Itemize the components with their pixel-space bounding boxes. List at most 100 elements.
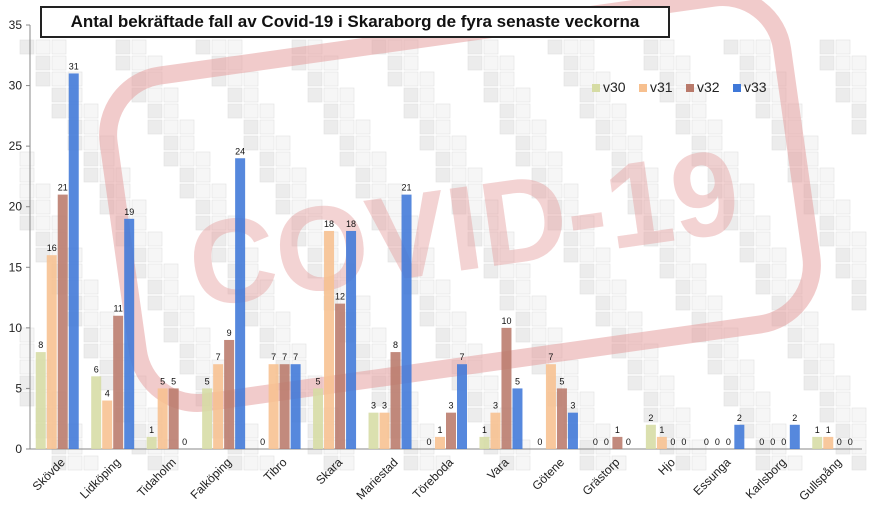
map-cell bbox=[675, 407, 691, 423]
map-cell bbox=[499, 231, 515, 247]
map-cell bbox=[387, 71, 403, 87]
data-label-v31-11: 1 bbox=[659, 425, 664, 435]
map-cell bbox=[147, 279, 163, 295]
bar-v32-2 bbox=[168, 388, 179, 449]
bar-v32-1 bbox=[113, 315, 124, 449]
map-cell bbox=[595, 71, 611, 87]
map-cell bbox=[179, 167, 195, 183]
map-cell bbox=[147, 295, 163, 311]
map-cell bbox=[595, 279, 611, 295]
map-cell bbox=[659, 199, 675, 215]
map-cell bbox=[515, 135, 531, 151]
map-cell bbox=[515, 327, 531, 343]
map-cell bbox=[563, 247, 579, 263]
map-cell bbox=[483, 55, 499, 71]
map-cell bbox=[195, 167, 211, 183]
map-cell bbox=[387, 55, 403, 71]
map-cell bbox=[195, 343, 211, 359]
map-cell bbox=[739, 71, 755, 87]
map-cell bbox=[259, 135, 275, 151]
map-cell bbox=[499, 71, 515, 87]
data-label-v30-13: 0 bbox=[759, 437, 764, 447]
y-tick-label: 10 bbox=[9, 321, 23, 335]
map-cell bbox=[691, 151, 707, 167]
map-cell bbox=[243, 87, 259, 103]
map-cell bbox=[307, 199, 323, 215]
map-cell bbox=[563, 39, 579, 55]
map-cell bbox=[835, 439, 851, 455]
category-label: Götene bbox=[529, 455, 567, 493]
map-cell bbox=[643, 39, 659, 55]
bar-v32-8 bbox=[501, 327, 512, 449]
bar-v33-13 bbox=[789, 424, 800, 449]
map-cell bbox=[35, 55, 51, 71]
legend-swatch-v30 bbox=[592, 84, 600, 92]
bar-v32-9 bbox=[556, 388, 567, 449]
map-cell bbox=[499, 55, 515, 71]
map-cell bbox=[291, 231, 307, 247]
map-cell bbox=[723, 183, 739, 199]
data-label-v31-6: 3 bbox=[382, 401, 387, 411]
map-cell bbox=[659, 423, 675, 439]
data-label-v32-2: 5 bbox=[171, 376, 176, 386]
map-cell bbox=[547, 39, 563, 55]
map-cell bbox=[451, 311, 467, 327]
map-cell bbox=[851, 263, 867, 279]
bar-v32-0 bbox=[57, 194, 68, 449]
map-cell bbox=[35, 183, 51, 199]
map-cell bbox=[467, 199, 483, 215]
bar-v32-6 bbox=[390, 352, 401, 449]
map-cell bbox=[659, 215, 675, 231]
map-cell bbox=[339, 87, 355, 103]
map-cell bbox=[707, 151, 723, 167]
map-cell bbox=[259, 151, 275, 167]
map-cell bbox=[755, 391, 771, 407]
map-cell bbox=[723, 343, 739, 359]
bar-v30-8 bbox=[479, 436, 490, 449]
map-cell bbox=[627, 375, 643, 391]
map-cell bbox=[739, 375, 755, 391]
data-label-v32-4: 7 bbox=[282, 352, 287, 362]
map-cell bbox=[419, 247, 435, 263]
map-cell bbox=[739, 183, 755, 199]
bar-v32-5 bbox=[335, 303, 346, 449]
map-cell bbox=[339, 103, 355, 119]
map-cell bbox=[515, 103, 531, 119]
data-label-v33-9: 3 bbox=[570, 401, 575, 411]
map-cell bbox=[499, 455, 515, 471]
map-cell bbox=[355, 119, 371, 135]
map-cell bbox=[771, 423, 787, 439]
map-cell bbox=[755, 247, 771, 263]
bar-v33-12 bbox=[734, 424, 745, 449]
map-cell bbox=[35, 231, 51, 247]
data-label-v31-0: 16 bbox=[47, 243, 57, 253]
data-label-v30-14: 1 bbox=[815, 425, 820, 435]
map-cell bbox=[643, 375, 659, 391]
data-label-v33-4: 7 bbox=[293, 352, 298, 362]
map-cell bbox=[275, 327, 291, 343]
map-cell bbox=[675, 295, 691, 311]
legend-label-v33: v33 bbox=[744, 79, 767, 95]
map-cell bbox=[275, 135, 291, 151]
data-label-v30-1: 6 bbox=[94, 364, 99, 374]
map-cell bbox=[739, 199, 755, 215]
map-cell bbox=[211, 183, 227, 199]
data-label-v31-13: 0 bbox=[770, 437, 775, 447]
map-cell bbox=[675, 439, 691, 455]
bar-v33-9 bbox=[567, 412, 578, 449]
map-cell bbox=[451, 135, 467, 151]
map-cell bbox=[243, 135, 259, 151]
map-cell bbox=[499, 87, 515, 103]
map-cell bbox=[275, 183, 291, 199]
map-cell bbox=[499, 279, 515, 295]
legend-label-v32: v32 bbox=[697, 79, 720, 95]
map-cell bbox=[435, 455, 451, 471]
map-cell bbox=[19, 183, 35, 199]
bar-v33-7 bbox=[457, 364, 467, 449]
map-cell bbox=[259, 279, 275, 295]
map-cell bbox=[579, 215, 595, 231]
map-cell bbox=[531, 311, 547, 327]
map-cell bbox=[755, 231, 771, 247]
map-cell bbox=[403, 455, 419, 471]
bar-v31-3 bbox=[213, 364, 224, 449]
